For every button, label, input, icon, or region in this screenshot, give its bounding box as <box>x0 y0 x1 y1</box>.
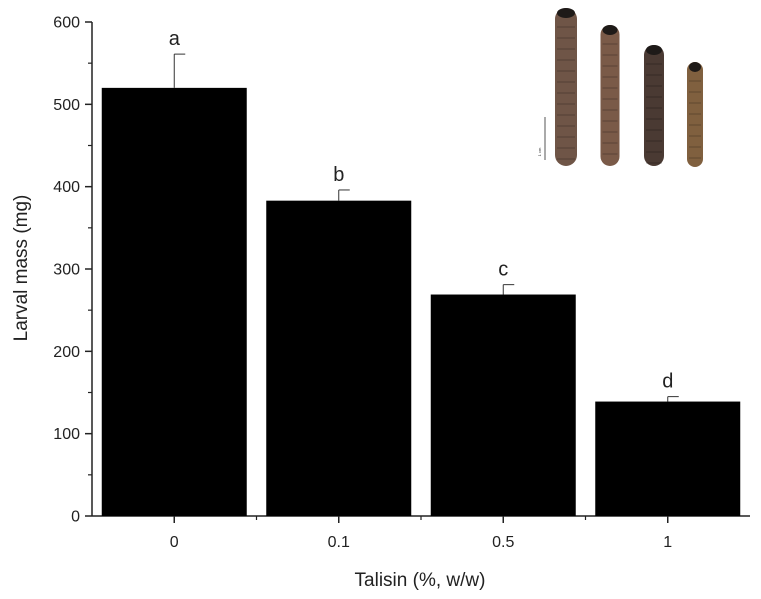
larvae-inset-photo: 1 cm <box>537 8 703 167</box>
bar <box>595 401 741 516</box>
y-axis-label: Larval mass (mg) <box>11 195 32 342</box>
significance-letter: c <box>498 259 508 281</box>
y-ticks: 0 100 200 300 400 500 600 <box>53 15 92 526</box>
x-ticks: 0 0.1 0.5 1 <box>170 516 672 551</box>
y-tick-label: 300 <box>53 262 80 279</box>
x-tick-label: 1 <box>663 534 672 551</box>
larva-head <box>646 45 662 55</box>
significance-letter: a <box>169 28 181 50</box>
significance-letter: b <box>333 164 344 186</box>
bar <box>430 294 576 516</box>
larvae-group <box>555 8 703 167</box>
larva-head <box>557 8 575 18</box>
larva-body <box>644 45 664 166</box>
y-tick-label: 500 <box>53 97 80 114</box>
y-tick-label: 400 <box>53 179 80 196</box>
significance-letter: d <box>662 371 673 393</box>
x-axis-label: Talisin (%, w/w) <box>355 570 486 591</box>
error-bars <box>173 53 679 402</box>
inset-scale-label: 1 cm <box>537 147 542 156</box>
y-tick-label: 200 <box>53 344 80 361</box>
larva-head <box>689 62 701 72</box>
y-tick-label: 100 <box>53 426 80 443</box>
larva-body <box>687 62 703 167</box>
y-tick-label: 600 <box>53 15 80 32</box>
bar <box>101 87 247 516</box>
larva-body <box>555 8 577 166</box>
x-tick-label: 0 <box>170 534 179 551</box>
bar <box>266 200 412 516</box>
y-tick-label: 0 <box>71 509 80 526</box>
significance-letters: a b c d <box>169 28 674 393</box>
larva-head <box>602 25 618 35</box>
larva-body <box>600 25 620 166</box>
x-tick-label: 0.5 <box>492 534 514 551</box>
x-tick-label: 0.1 <box>328 534 350 551</box>
bars <box>101 87 741 516</box>
